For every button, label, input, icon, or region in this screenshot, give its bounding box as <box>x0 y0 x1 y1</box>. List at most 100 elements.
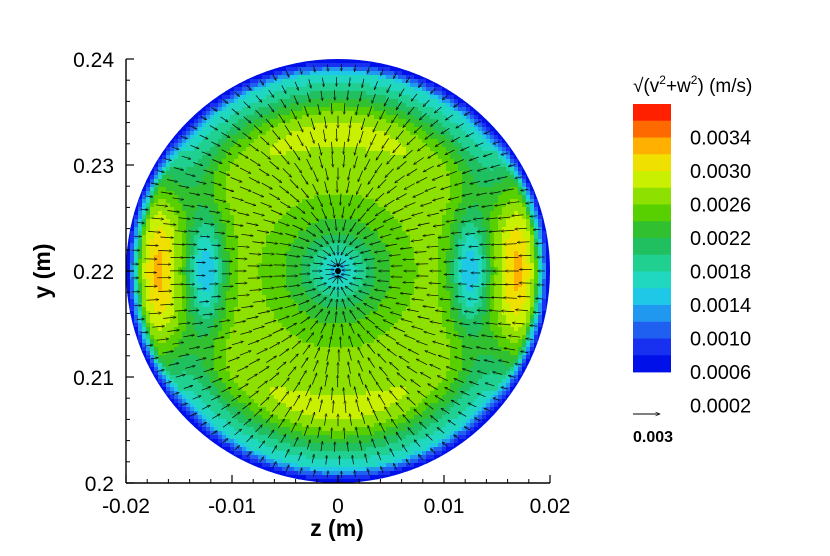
contour-cell <box>286 279 291 284</box>
contour-cell <box>378 219 383 224</box>
contour-cell <box>178 119 183 124</box>
contour-cell <box>394 255 399 260</box>
contour-cell <box>214 227 219 232</box>
contour-cell <box>454 227 459 232</box>
contour-cell <box>258 263 263 268</box>
contour-cell <box>166 199 171 204</box>
contour-cell <box>414 71 419 76</box>
contour-cell <box>430 211 435 216</box>
contour-cell <box>146 175 151 180</box>
contour-cell <box>218 267 223 272</box>
contour-cell <box>338 71 343 76</box>
contour-cell <box>322 207 327 212</box>
contour-cell <box>430 231 435 236</box>
contour-cell <box>474 175 479 180</box>
contour-cell <box>458 279 463 284</box>
contour-cell <box>226 203 231 208</box>
contour-cell <box>306 227 311 232</box>
contour-cell <box>326 175 331 180</box>
contour-cell <box>178 279 183 284</box>
contour-cell <box>410 275 415 280</box>
contour-cell <box>474 255 479 260</box>
contour-cell <box>138 239 143 244</box>
contour-cell <box>146 187 151 192</box>
contour-cell <box>490 195 495 200</box>
contour-cell <box>326 199 331 204</box>
contour-cell <box>366 199 371 204</box>
contour-cell <box>434 271 439 276</box>
contour-cell <box>466 159 471 164</box>
contour-cell <box>262 127 267 132</box>
contour-cell <box>262 111 267 116</box>
contour-cell <box>142 191 147 196</box>
contour-cell <box>366 79 371 84</box>
contour-cell <box>390 63 395 68</box>
contour-cell <box>386 95 391 100</box>
contour-cell <box>486 199 491 204</box>
contour-cell <box>390 255 395 260</box>
contour-cell <box>346 243 351 248</box>
contour-cell <box>198 159 203 164</box>
contour-cell <box>502 263 507 268</box>
contour-cell <box>474 103 479 108</box>
contour-cell <box>294 159 299 164</box>
contour-cell <box>314 87 319 92</box>
contour-cell <box>502 171 507 176</box>
contour-cell <box>510 275 515 280</box>
contour-cell <box>234 255 239 260</box>
contour-cell <box>454 203 459 208</box>
contour-cell <box>294 207 299 212</box>
contour-cell <box>398 155 403 160</box>
contour-cell <box>442 163 447 168</box>
contour-cell <box>366 103 371 108</box>
contour-cell <box>142 263 147 268</box>
contour-cell <box>286 59 291 64</box>
contour-cell <box>514 143 519 148</box>
contour-cell <box>406 83 411 88</box>
contour-cell <box>318 79 323 84</box>
contour-cell <box>318 271 323 276</box>
contour-cell <box>522 179 527 184</box>
contour-cell <box>262 135 267 140</box>
contour-cell <box>362 203 367 208</box>
contour-cell <box>378 271 383 276</box>
contour-cell <box>154 159 159 164</box>
contour-cell <box>158 163 163 168</box>
contour-cell <box>382 263 387 268</box>
contour-cell <box>402 275 407 280</box>
contour-cell <box>190 283 195 288</box>
contour-cell <box>302 111 307 116</box>
contour-cell <box>362 99 367 104</box>
contour-cell <box>386 271 391 276</box>
contour-cell <box>426 131 431 136</box>
contour-cell <box>438 255 443 260</box>
contour-cell <box>182 175 187 180</box>
contour-cell <box>302 67 307 72</box>
contour-cell <box>526 259 531 264</box>
contour-cell <box>502 163 507 168</box>
contour-cell <box>294 91 299 96</box>
contour-cell <box>150 219 155 224</box>
contour-cell <box>414 131 419 136</box>
contour-cell <box>366 143 371 148</box>
contour-cell <box>350 67 355 72</box>
contour-cell <box>486 247 491 252</box>
contour-cell <box>450 147 455 152</box>
contour-cell <box>182 143 187 148</box>
contour-cell <box>210 239 215 244</box>
contour-cell <box>454 111 459 116</box>
contour-cell <box>362 63 367 68</box>
contour-cell <box>354 71 359 76</box>
contour-cell <box>398 223 403 228</box>
contour-cell <box>446 195 451 200</box>
contour-cell <box>478 239 483 244</box>
contour-cell <box>402 171 407 176</box>
contour-cell <box>422 215 427 220</box>
contour-cell <box>246 71 251 76</box>
contour-cell <box>182 247 187 252</box>
contour-cell <box>310 199 315 204</box>
contour-cell <box>450 83 455 88</box>
contour-cell <box>398 211 403 216</box>
contour-cell <box>246 83 251 88</box>
contour-cell <box>338 63 343 68</box>
